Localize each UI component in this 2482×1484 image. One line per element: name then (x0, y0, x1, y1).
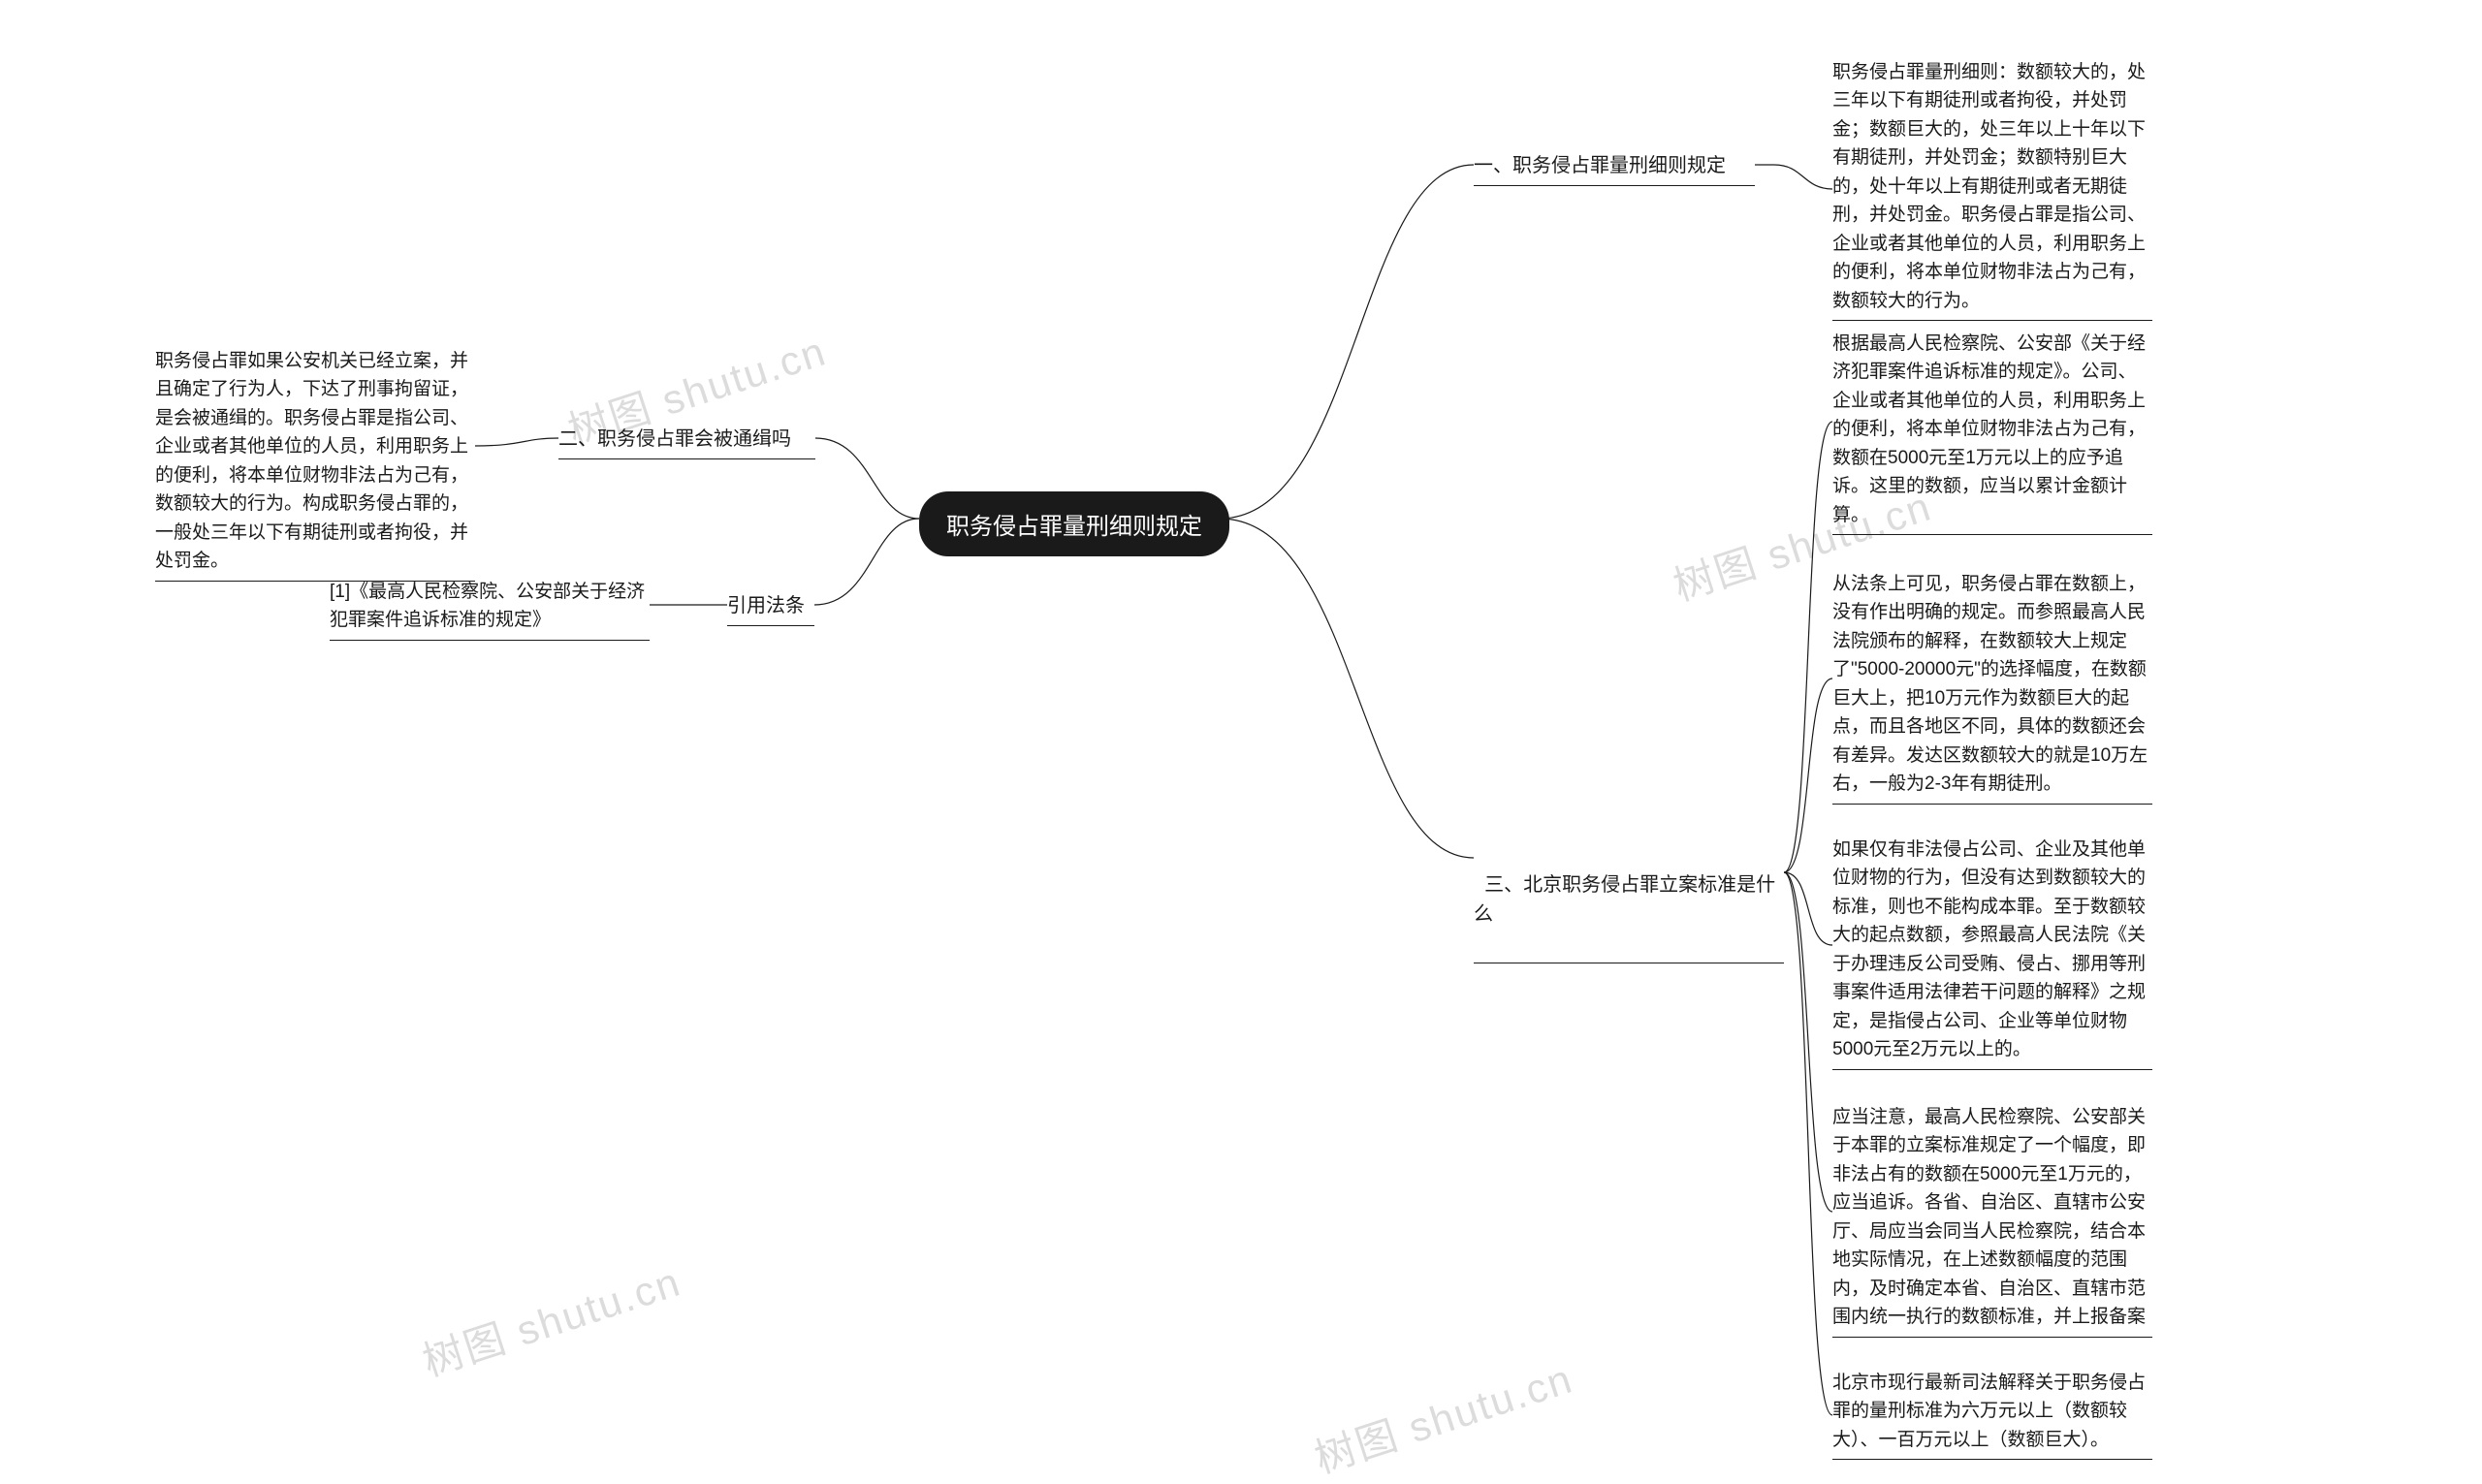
mindmap-root: 职务侵占罪量刑细则规定 (919, 491, 1229, 556)
watermark: 树图 shutu.cn (414, 1249, 687, 1388)
leaf-r2-3: 如果仅有非法侵占公司、企业及其他单位财物的行为，但没有达到数额较大的标准，则也不… (1832, 836, 2152, 1064)
branch-left-2: 引用法条 (727, 591, 814, 620)
watermark: 树图 shutu.cn (1306, 1346, 1579, 1484)
branch-left-1: 二、职务侵占罪会被通缉吗 (558, 425, 815, 454)
leaf-r2-5: 北京市现行最新司法解释关于职务侵占罪的量刑标准为六万元以上（数额较大）、一百万元… (1832, 1369, 2152, 1454)
leaf-r2-4: 应当注意，最高人民检察院、公安部关于本罪的立案标准规定了一个幅度，即非法占有的数… (1832, 1103, 2152, 1332)
branch-right-2-text: 三、北京职务侵占罪立案标准是什么 (1474, 874, 1775, 925)
leaf-l2-1: [1]《最高人民检察院、公安部关于经济犯罪案件追诉标准的规定》 (330, 578, 650, 635)
leaf-r2-2: 从法条上可见，职务侵占罪在数额上，没有作出明确的规定。而参照最高人民法院颁布的解… (1832, 570, 2152, 799)
leaf-r2-1: 根据最高人民检察院、公安部《关于经济犯罪案件追诉标准的规定》。公司、企业或者其他… (1832, 330, 2152, 529)
branch-right-2: 三、北京职务侵占罪立案标准是什么 (1474, 841, 1784, 958)
leaf-r1-1: 职务侵占罪量刑细则：数额较大的，处三年以下有期徒刑或者拘役，并处罚金；数额巨大的… (1832, 58, 2152, 315)
leaf-l1-1: 职务侵占罪如果公安机关已经立案，并且确定了行为人，下达了刑事拘留证，是会被通缉的… (155, 347, 475, 576)
branch-right-1: 一、职务侵占罪量刑细则规定 (1474, 151, 1755, 180)
